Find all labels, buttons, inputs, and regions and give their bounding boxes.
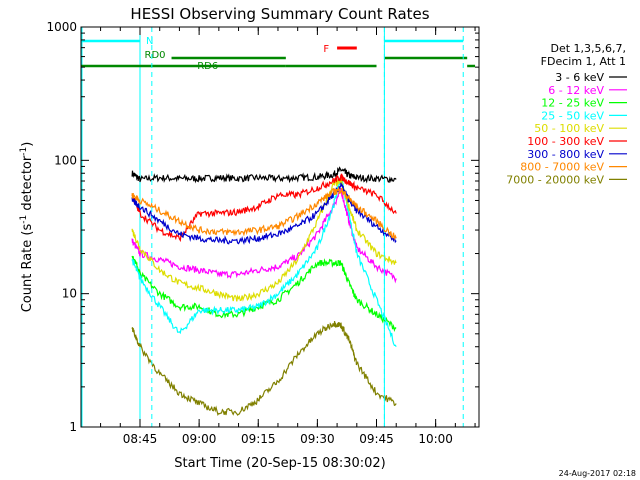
legend-label: 6 - 12 keV xyxy=(548,84,604,97)
annotation-bars: N F RD0 RD6 xyxy=(81,36,476,72)
legend-label: 100 - 300 keV xyxy=(527,135,604,148)
series-line xyxy=(131,166,397,184)
date-stamp: 24-Aug-2017 02:18 xyxy=(559,469,636,478)
y-axis-label-exp2: -1 xyxy=(19,147,29,156)
y-axis-label-end: ) xyxy=(20,142,35,147)
night-intervals xyxy=(81,27,385,427)
y-tick-label: 1000 xyxy=(46,20,77,34)
series-line xyxy=(131,178,397,302)
series-line xyxy=(131,320,397,416)
plot-frame xyxy=(80,26,480,428)
y-axis-label-exp1: -1 xyxy=(19,215,29,224)
annotation-label-n: N xyxy=(146,36,153,47)
legend-label: 300 - 800 keV xyxy=(527,148,604,161)
series-line xyxy=(131,173,397,243)
x-tick-label: 09:00 xyxy=(182,432,217,446)
legend-header-line2: FDecim 1, Att 1 xyxy=(541,55,626,68)
series-line xyxy=(131,255,397,332)
series-line xyxy=(131,186,397,241)
annotation-label-rd6: RD6 xyxy=(197,61,218,72)
y-tick-label: 100 xyxy=(54,153,77,167)
series-lines xyxy=(131,166,397,416)
x-tick-label: 09:30 xyxy=(300,432,335,446)
saa-markers xyxy=(151,27,464,427)
x-tick-label: 10:00 xyxy=(418,432,453,446)
series-line xyxy=(131,176,397,348)
x-axis-ticks: 08:45 09:00 09:15 09:30 09:45 10:00 xyxy=(100,27,476,446)
annotation-label-f: F xyxy=(323,44,329,55)
legend-header-line1: Det 1,3,5,6,7, xyxy=(550,42,626,55)
y-tick-label: 10 xyxy=(62,287,77,301)
y-axis-ticks: 1 10 100 1000 xyxy=(46,20,479,434)
y-axis-label: Count Rate (s-1 detector-1) xyxy=(19,142,35,313)
x-axis-label: Start Time (20-Sep-15 08:30:02) xyxy=(174,456,385,471)
legend-label: 50 - 100 keV xyxy=(534,122,604,135)
y-axis-label-mid: detector xyxy=(20,155,35,215)
annotation-label-rd0: RD0 xyxy=(145,50,166,61)
legend-label: 12 - 25 keV xyxy=(541,97,604,110)
y-tick-label: 1 xyxy=(69,420,77,434)
x-tick-label: 09:45 xyxy=(359,432,394,446)
x-tick-label: 09:15 xyxy=(241,432,276,446)
x-tick-label: 08:45 xyxy=(123,432,158,446)
legend-label: 7000 - 20000 keV xyxy=(506,173,604,186)
y-axis-label-main: Count Rate (s xyxy=(20,224,35,313)
legend-label: 3 - 6 keV xyxy=(555,71,604,84)
legend-label: 25 - 50 keV xyxy=(541,109,604,122)
chart-title: HESSI Observing Summary Count Rates xyxy=(130,5,429,23)
series-line xyxy=(131,182,397,246)
legend-label: 800 - 7000 keV xyxy=(520,161,604,174)
legend: Det 1,3,5,6,7, FDecim 1, Att 1 3 - 6 keV… xyxy=(506,42,627,186)
